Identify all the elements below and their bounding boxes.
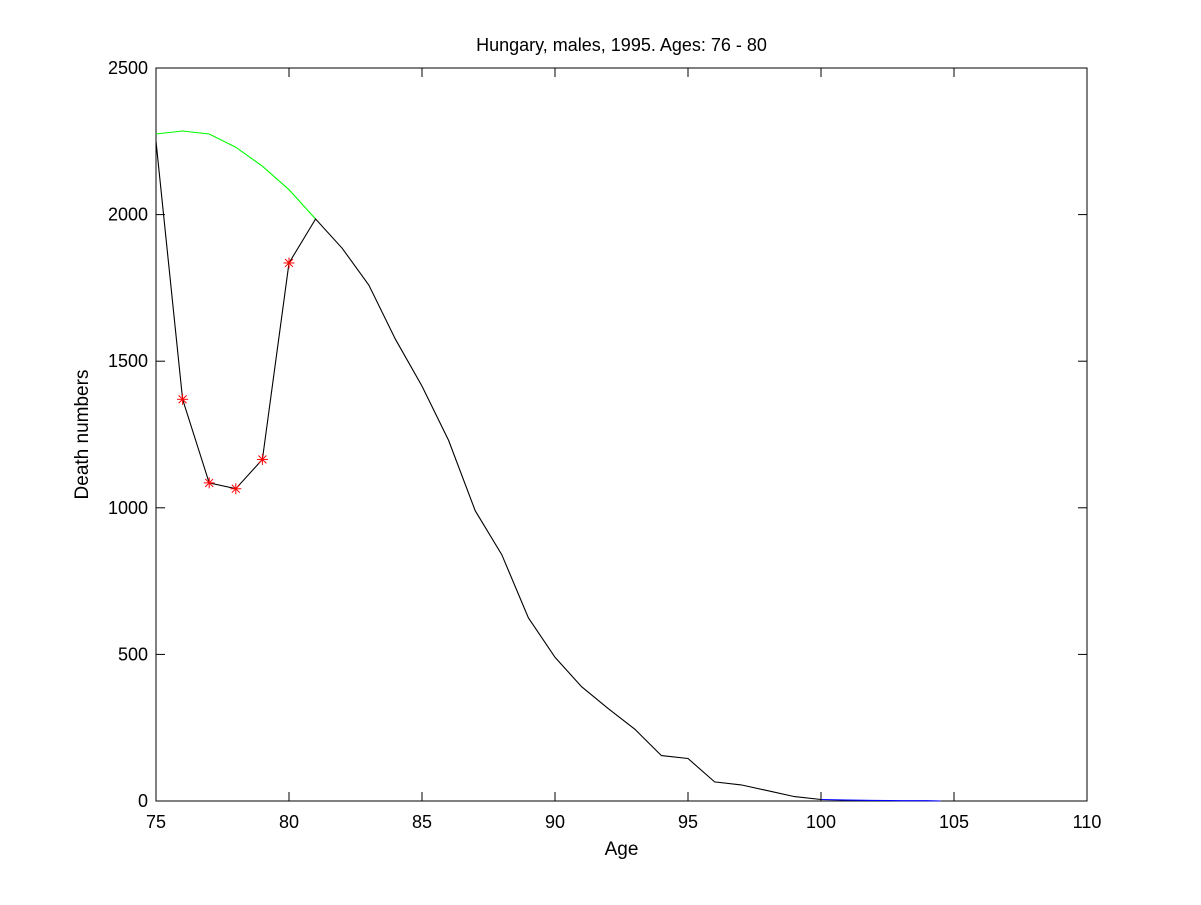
series-layer: [155, 130, 941, 802]
plot-frame: [155, 67, 1088, 802]
series-line-1: [155, 141, 822, 801]
y-tick-label: 1000: [108, 498, 148, 518]
y-tick-label: 2000: [108, 205, 148, 225]
x-axis-title: Age: [605, 839, 639, 860]
asterisk-marker: [283, 257, 295, 269]
y-tick-label: 2500: [108, 58, 148, 78]
x-tick-label: 105: [939, 812, 969, 832]
series-line-0: [155, 130, 317, 220]
y-tick-label: 0: [138, 791, 148, 811]
chart-title: Hungary, males, 1995. Ages: 76 - 80: [476, 35, 767, 55]
asterisk-marker: [230, 483, 242, 495]
x-tick-label: 75: [146, 812, 166, 832]
x-tick-label: 95: [678, 812, 698, 832]
x-tick-label: 85: [412, 812, 432, 832]
asterisk-marker: [177, 393, 189, 405]
y-axis-title: Death numbers: [72, 370, 93, 500]
axis-ticks: 75 80 85 90 95 100 105 110 0 500 1000 1500 2000 2500: [108, 58, 1101, 832]
x-tick-label: 100: [806, 812, 836, 832]
y-tick-label: 1500: [108, 351, 148, 371]
y-tick-label: 500: [118, 644, 148, 664]
plot-area: [155, 67, 1088, 802]
x-tick-label: 80: [279, 812, 299, 832]
series-line-3: [820, 798, 941, 802]
x-tick-label: 110: [1073, 812, 1102, 832]
x-tick-label: 90: [545, 812, 565, 832]
asterisk-marker: [203, 477, 215, 489]
asterisk-marker: [256, 453, 268, 465]
